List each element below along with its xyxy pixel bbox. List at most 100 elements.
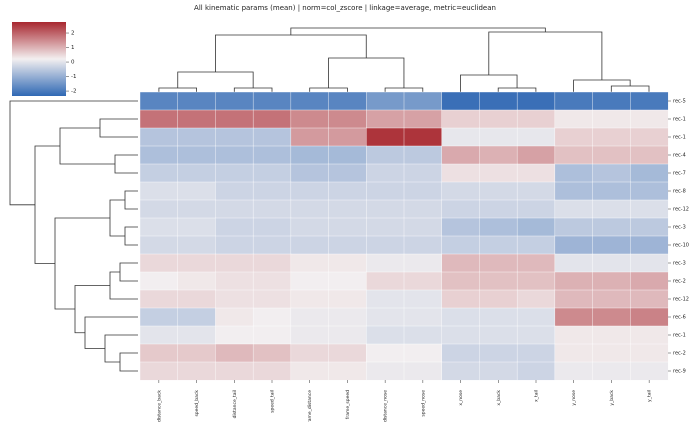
heatmap-cell: [441, 343, 480, 363]
colorbar-tick-label: -1: [71, 74, 76, 80]
y-tick-label: rec-12: [673, 297, 689, 303]
heatmap-cell: [252, 91, 292, 111]
heatmap-cell: [215, 199, 254, 219]
heatmap-cell: [290, 271, 330, 291]
heatmap-cell: [516, 361, 556, 381]
heatmap-cell: [630, 361, 669, 381]
heatmap-cell: [479, 109, 518, 129]
heatmap-cell: [328, 145, 367, 165]
y-tick-label: rec-9: [673, 369, 686, 375]
heatmap-cell: [592, 181, 631, 201]
heatmap-cell: [366, 109, 405, 129]
heatmap-cell: [177, 361, 216, 381]
heatmap-cell: [177, 217, 216, 237]
heatmap-cell: [441, 181, 480, 201]
heatmap-cell: [479, 181, 518, 201]
heatmap-cell: [290, 127, 330, 147]
heatmap-cell: [252, 109, 292, 129]
heatmap-cell: [139, 235, 179, 255]
heatmap-cell: [366, 307, 405, 327]
heatmap-cell: [441, 127, 480, 147]
heatmap-cell: [554, 91, 594, 111]
heatmap-cell: [554, 109, 594, 129]
heatmap-cell: [328, 307, 367, 327]
heatmap-cell: [441, 307, 480, 327]
heatmap-cell: [290, 361, 330, 381]
heatmap-cell: [630, 127, 669, 147]
heatmap-cell: [215, 91, 254, 111]
heatmap-cell: [630, 271, 669, 291]
heatmap-cell: [252, 163, 292, 183]
heatmap-cell: [479, 199, 518, 219]
heatmap-cell: [403, 181, 443, 201]
colorbar-tick-label: 2: [71, 31, 75, 37]
heatmap-cell: [252, 361, 292, 381]
heatmap-cell: [252, 127, 292, 147]
heatmap-cell: [403, 361, 443, 381]
heatmap-cell: [215, 145, 254, 165]
heatmap-cell: [592, 145, 631, 165]
heatmap-cell: [516, 271, 556, 291]
heatmap-cell: [252, 253, 292, 273]
heatmap-cell: [139, 199, 179, 219]
heatmap-cell: [328, 199, 367, 219]
heatmap-cell: [592, 271, 631, 291]
heatmap-cell: [139, 181, 179, 201]
heatmap-cell: [554, 199, 594, 219]
heatmap-cell: [177, 127, 216, 147]
heatmap-cell: [215, 343, 254, 363]
heatmap-cell: [366, 127, 405, 147]
heatmap-cell: [630, 325, 669, 345]
heatmap-cell: [328, 127, 367, 147]
heatmap-cell: [630, 181, 669, 201]
heatmap-cell: [554, 145, 594, 165]
colorbar-tick-label: 1: [71, 45, 75, 51]
heatmap-cell: [554, 289, 594, 309]
heatmap-cell: [139, 91, 179, 111]
heatmap-cell: [592, 127, 631, 147]
heatmap-cell: [403, 145, 443, 165]
heatmap-cell: [252, 181, 292, 201]
x-tick-label: frame_speed: [345, 390, 351, 419]
heatmap-cell: [215, 163, 254, 183]
heatmap-cell: [479, 343, 518, 363]
heatmap-cell: [366, 91, 405, 111]
heatmap-cell: [516, 325, 556, 345]
heatmap-cell: [215, 325, 254, 345]
heatmap-cell: [252, 289, 292, 309]
heatmap-cell: [479, 145, 518, 165]
heatmap-cell: [215, 181, 254, 201]
heatmap-cell: [592, 235, 631, 255]
heatmap-cell: [290, 145, 330, 165]
heatmap-cell: [516, 163, 556, 183]
heatmap-cell: [177, 109, 216, 129]
heatmap-cell: [366, 343, 405, 363]
heatmap-cell: [554, 163, 594, 183]
heatmap-cell: [290, 199, 330, 219]
heatmap-cell: [403, 91, 443, 111]
heatmap-cell: [215, 289, 254, 309]
x-tick-label: x_tail: [534, 390, 540, 402]
heatmap-cell: [252, 325, 292, 345]
heatmap-cell: [177, 235, 216, 255]
heatmap-cell: [328, 271, 367, 291]
heatmap-cell: [328, 325, 367, 345]
heatmap-cell: [177, 181, 216, 201]
heatmap-cell: [516, 307, 556, 327]
heatmap-cell: [252, 271, 292, 291]
heatmap-cell: [516, 289, 556, 309]
colorbar-tick-label: -2: [71, 89, 76, 95]
heatmap-cell: [479, 307, 518, 327]
heatmap-cell: [252, 199, 292, 219]
heatmap-cell: [441, 145, 480, 165]
column-dendrogram: [158, 27, 650, 92]
heatmap-cell: [139, 271, 179, 291]
heatmap-cell: [366, 181, 405, 201]
heatmap-cell: [516, 127, 556, 147]
heatmap-cell: [139, 289, 179, 309]
heatmap-cell: [516, 181, 556, 201]
heatmap-cell: [290, 289, 330, 309]
heatmap-cell: [403, 163, 443, 183]
heatmap-cell: [630, 163, 669, 183]
heatmap-cell: [630, 307, 669, 327]
